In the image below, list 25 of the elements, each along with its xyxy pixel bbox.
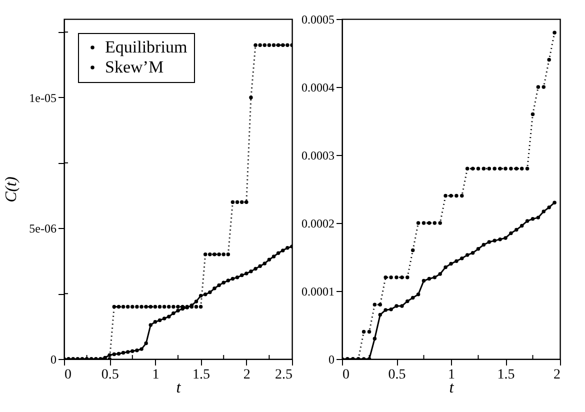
legend-label: Equilibrium bbox=[105, 38, 188, 56]
x-tick-label: 1.5 bbox=[497, 368, 515, 382]
y-tick-label: 5e-06 bbox=[29, 222, 56, 236]
x-tick-label: 1.5 bbox=[192, 368, 210, 382]
y-axis-title: C(t) bbox=[3, 176, 20, 202]
x-tick-label: 0 bbox=[64, 368, 72, 382]
y-tick-label: 0.0002 bbox=[302, 216, 334, 230]
x-tick-label: 0.5 bbox=[388, 368, 406, 382]
x-tick-label: 2.5 bbox=[275, 368, 292, 382]
x-axis-title: t bbox=[176, 380, 182, 396]
y-tick-label: 0 bbox=[328, 352, 334, 366]
x-axis-title: t bbox=[449, 380, 454, 396]
y-tick-label: 0.0004 bbox=[302, 80, 334, 94]
x-tick-label: 0 bbox=[342, 368, 350, 382]
y-tick-label: 0.0005 bbox=[302, 12, 334, 26]
x-tick-label: 2 bbox=[243, 368, 250, 382]
x-tick-label: 1 bbox=[448, 368, 455, 382]
x-tick-label: 2 bbox=[554, 368, 560, 382]
y-tick-label: 0.0003 bbox=[302, 148, 334, 162]
x-tick-label: 1 bbox=[152, 368, 160, 382]
y-tick-label: 0 bbox=[50, 352, 56, 366]
x-tick-label: 0.5 bbox=[101, 368, 119, 382]
y-tick-label: 0.0001 bbox=[302, 284, 334, 298]
y-tick-label: 1e-05 bbox=[29, 90, 56, 105]
legend-label: Skew’M bbox=[105, 58, 164, 76]
